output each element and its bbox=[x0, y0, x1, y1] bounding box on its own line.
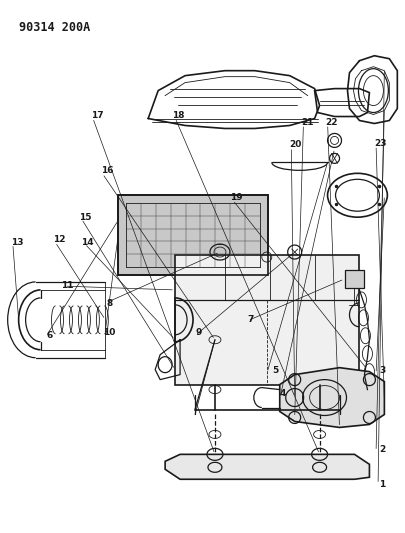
Text: 6: 6 bbox=[46, 331, 52, 340]
Polygon shape bbox=[165, 454, 369, 479]
Text: 16: 16 bbox=[101, 166, 114, 175]
Text: 22: 22 bbox=[325, 117, 338, 126]
Polygon shape bbox=[118, 195, 268, 275]
Text: 15: 15 bbox=[79, 213, 92, 222]
Text: 1: 1 bbox=[379, 480, 385, 489]
Text: 13: 13 bbox=[11, 238, 23, 247]
Text: 19: 19 bbox=[230, 193, 243, 202]
Text: 9: 9 bbox=[195, 328, 202, 337]
Text: 3: 3 bbox=[379, 366, 385, 375]
Text: 10: 10 bbox=[104, 328, 116, 337]
Text: 90314 200A: 90314 200A bbox=[19, 21, 90, 34]
Text: 12: 12 bbox=[53, 236, 66, 245]
Text: 23: 23 bbox=[374, 139, 386, 148]
Text: 14: 14 bbox=[81, 238, 94, 247]
Text: 8: 8 bbox=[107, 299, 113, 308]
Text: 11: 11 bbox=[61, 280, 74, 289]
Text: 17: 17 bbox=[91, 111, 104, 119]
Polygon shape bbox=[280, 368, 384, 427]
Polygon shape bbox=[175, 255, 360, 385]
Text: 7: 7 bbox=[248, 315, 254, 324]
Text: 4: 4 bbox=[280, 390, 286, 399]
Text: 21: 21 bbox=[301, 117, 314, 126]
Text: 18: 18 bbox=[172, 111, 185, 119]
Text: 2: 2 bbox=[379, 445, 385, 454]
Text: 20: 20 bbox=[289, 140, 301, 149]
Text: 5: 5 bbox=[272, 366, 278, 375]
Polygon shape bbox=[345, 270, 364, 288]
